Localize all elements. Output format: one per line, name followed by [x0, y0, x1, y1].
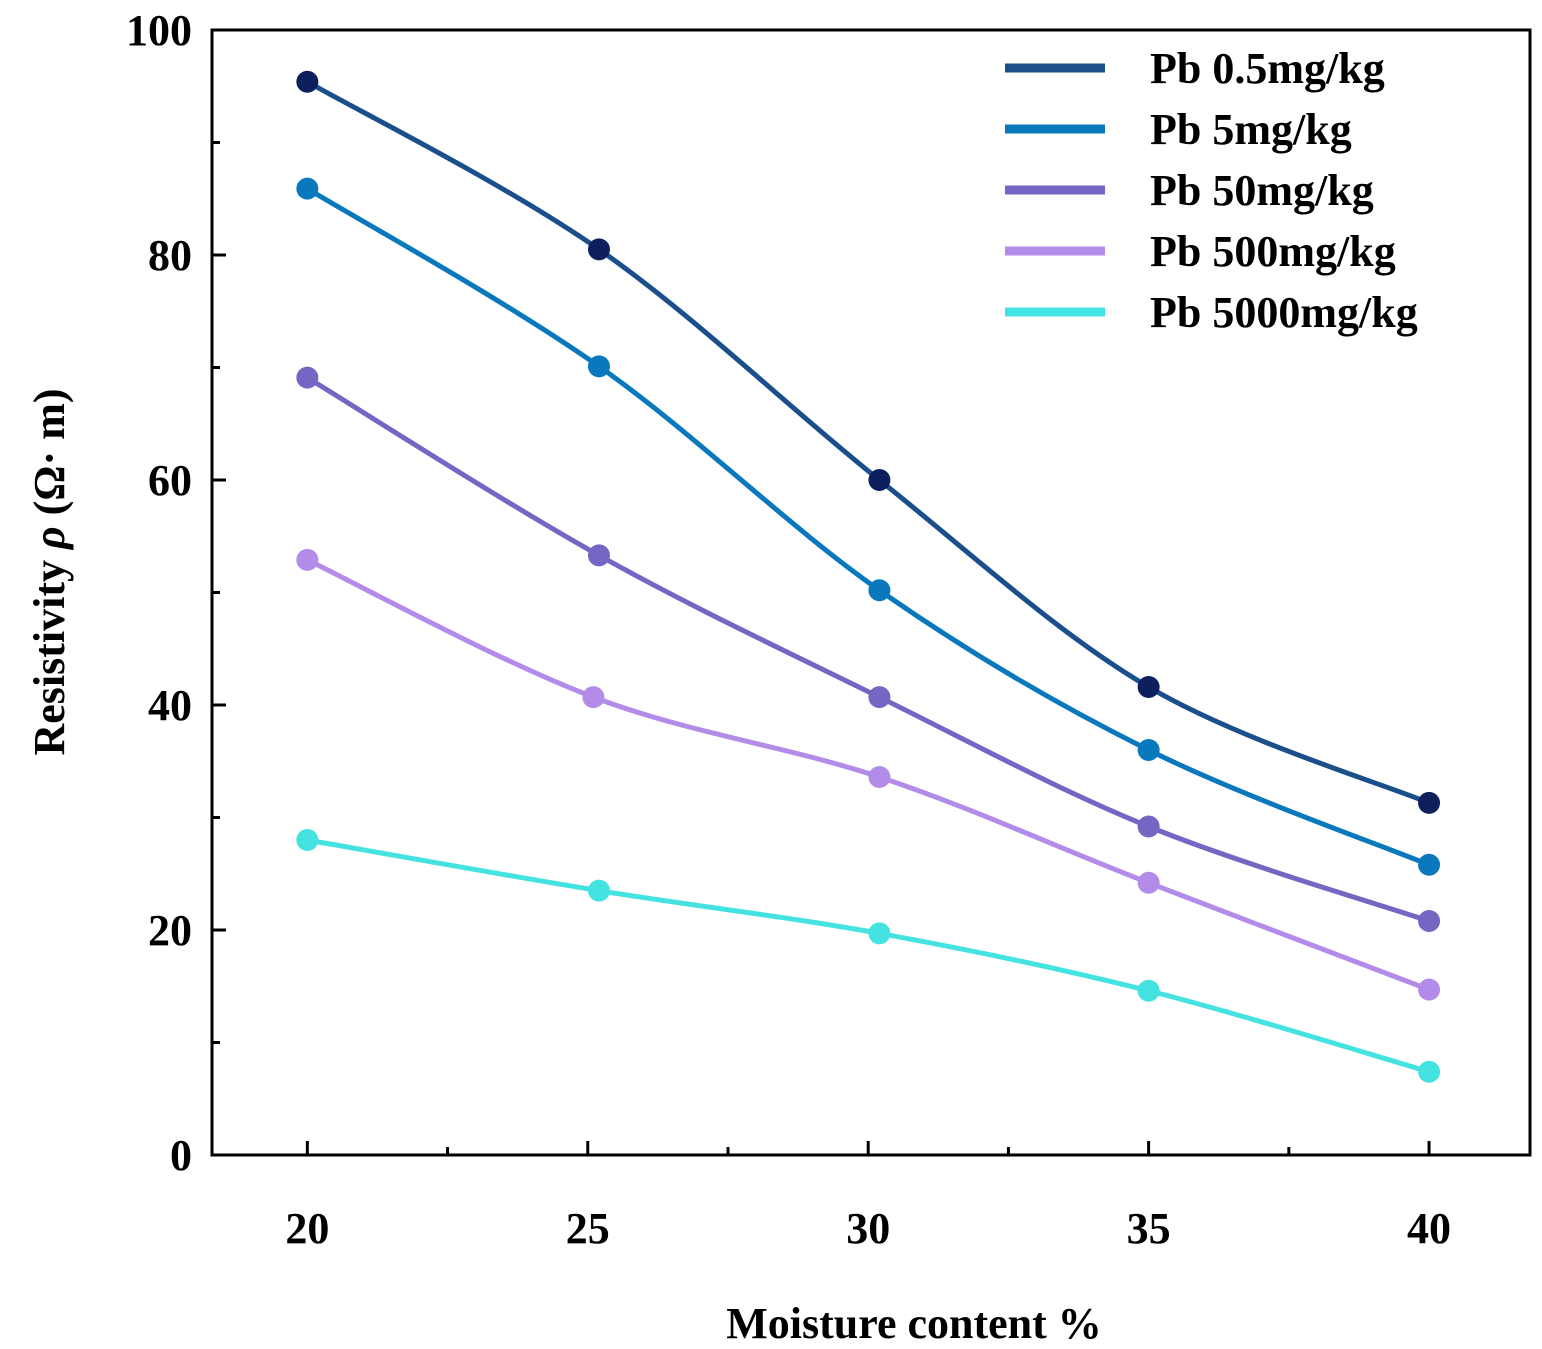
- legend: Pb 0.5mg/kg Pb 5mg/kg Pb 50mg/kg Pb 500mg/k…: [1005, 44, 1418, 337]
- series-1: [296, 70, 1441, 814]
- x-tick-label: 25: [566, 1204, 610, 1253]
- series-line: [304, 837, 1432, 1075]
- data-point: [1137, 676, 1160, 698]
- legend-label: Pb 5000mg/kg: [1150, 288, 1418, 337]
- y-tick-label: 20: [148, 906, 192, 955]
- y-tick-label: 60: [148, 456, 192, 505]
- y-tick-label: 40: [148, 681, 192, 730]
- series-2: [296, 177, 1441, 876]
- y-tick-label: 100: [126, 6, 192, 55]
- data-point: [868, 922, 891, 945]
- legend-item: Pb 50mg/kg: [1005, 166, 1374, 215]
- data-point: [1418, 853, 1441, 876]
- data-point: [587, 238, 610, 261]
- x-tick-label: 40: [1407, 1204, 1451, 1253]
- series-line: [304, 375, 1432, 924]
- ticks-layer: 0 20 40 60 80 100 20 25 30 35 40: [126, 6, 1451, 1253]
- data-point: [587, 355, 610, 378]
- legend-label: Pb 5mg/kg: [1150, 105, 1352, 154]
- legend-item: Pb 5000mg/kg: [1005, 288, 1418, 337]
- y-tick-label: 80: [148, 231, 192, 280]
- y-axis-label-unit: (Ω· m): [25, 388, 74, 526]
- data-point: [868, 686, 891, 709]
- x-axis-label: Moisture content %: [726, 1299, 1102, 1348]
- data-point: [296, 548, 319, 571]
- data-point: [296, 366, 319, 389]
- data-point: [296, 829, 319, 851]
- data-point: [868, 766, 891, 788]
- data-point: [1418, 1060, 1441, 1083]
- x-tick-label: 35: [1127, 1204, 1171, 1253]
- legend-label: Pb 500mg/kg: [1150, 227, 1396, 276]
- data-point: [868, 469, 891, 491]
- legend-label: Pb 0.5mg/kg: [1150, 44, 1385, 93]
- y-axis-label-symbol: ρ: [25, 526, 74, 551]
- legend-item: Pb 5mg/kg: [1005, 105, 1352, 154]
- data-point: [1418, 791, 1441, 814]
- series-5: [296, 829, 1441, 1083]
- series-3: [296, 366, 1441, 932]
- y-tick-label: 0: [170, 1131, 192, 1180]
- data-point: [1137, 871, 1160, 894]
- series-line: [304, 557, 1432, 993]
- data-point: [587, 879, 610, 902]
- data-point: [582, 686, 605, 709]
- data-point: [1137, 739, 1160, 761]
- legend-label: Pb 50mg/kg: [1150, 166, 1374, 215]
- data-point: [1137, 979, 1160, 1002]
- x-tick-label: 30: [846, 1204, 890, 1253]
- legend-item: Pb 500mg/kg: [1005, 227, 1396, 276]
- data-point: [587, 544, 610, 567]
- data-point: [296, 177, 319, 200]
- series-layer: [296, 70, 1441, 1083]
- legend-item: Pb 0.5mg/kg: [1005, 44, 1385, 93]
- data-point: [1137, 815, 1160, 838]
- series-4: [296, 548, 1441, 1001]
- data-point: [296, 70, 319, 93]
- data-point: [1418, 978, 1441, 1001]
- y-axis-label: Resistivity ρ (Ω· m): [25, 388, 74, 755]
- x-tick-label: 20: [285, 1204, 329, 1253]
- y-axis-label-main: Resistivity: [25, 549, 74, 756]
- data-point: [868, 579, 891, 602]
- data-point: [1418, 910, 1441, 932]
